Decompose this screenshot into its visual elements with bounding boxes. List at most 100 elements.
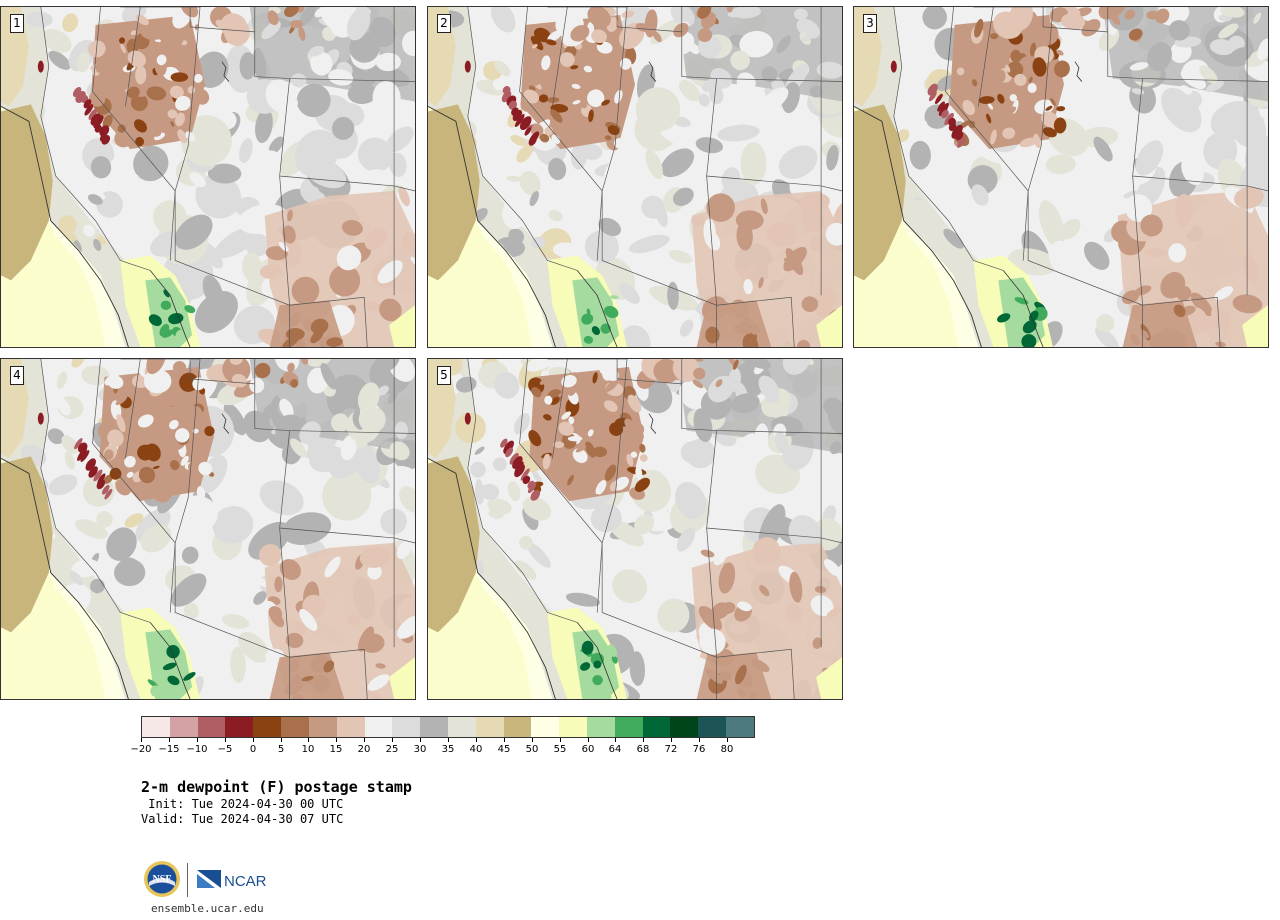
- great-basin-cell: [550, 109, 563, 123]
- sierra-dry-cell: [944, 112, 954, 126]
- north-cell: [331, 413, 350, 433]
- dewpoint-cell: [281, 512, 332, 546]
- texas-cell: [282, 336, 299, 347]
- gulf-green-cell: [183, 672, 196, 681]
- north-cell: [823, 397, 842, 417]
- great-basin-cell: [1026, 98, 1036, 109]
- sierra-dry-cell: [528, 136, 537, 146]
- texas-cell: [743, 317, 755, 328]
- southwest-cell: [801, 296, 819, 313]
- north-cell: [320, 363, 337, 390]
- great-basin-cell: [198, 461, 213, 476]
- southwest-cell: [1168, 243, 1187, 263]
- great-basin-cell: [169, 443, 185, 452]
- coast-cell: [58, 215, 77, 235]
- great-basin-cell: [634, 477, 651, 492]
- state-border: [289, 296, 368, 347]
- great-basin-cell: [592, 372, 598, 384]
- southwest-cell: [799, 192, 830, 212]
- southwest-cell: [347, 614, 361, 626]
- colorbar-swatch: [225, 717, 254, 737]
- state-border: [616, 359, 682, 385]
- great-basin-cell: [575, 445, 587, 453]
- colorbar-tick-label: 20: [357, 744, 371, 755]
- texas-cell: [1149, 333, 1169, 347]
- great-basin-cell: [95, 61, 107, 73]
- coast-cell: [71, 359, 85, 368]
- coast-cell: [494, 372, 520, 399]
- coast-cell: [62, 13, 79, 33]
- dewpoint-cell: [1123, 190, 1139, 199]
- state-border: [616, 7, 682, 33]
- southwest-cell: [700, 549, 715, 558]
- coast-cell: [25, 11, 53, 28]
- north-dry-cell: [249, 377, 265, 394]
- sierra-dry-cell: [519, 116, 532, 131]
- dewpoint-cell: [268, 136, 284, 154]
- dewpoint-map-3: [854, 7, 1268, 347]
- coast-cell: [552, 242, 580, 258]
- colorbar-tick: [448, 738, 449, 742]
- great-basin-cell: [1054, 60, 1070, 78]
- sierra-dry-cell: [500, 438, 508, 448]
- gulf-coastline: [149, 622, 191, 699]
- state-border: [601, 7, 628, 192]
- state-border: [279, 78, 415, 192]
- dewpoint-cell: [660, 148, 695, 178]
- north-cell: [290, 73, 307, 88]
- coast-cell: [115, 216, 133, 228]
- north-cell: [346, 7, 371, 41]
- state-border: [1027, 190, 1143, 347]
- dewpoint-cell: [153, 200, 187, 234]
- north-cell: [801, 32, 814, 43]
- gulf-green-cell: [591, 326, 601, 336]
- dewpoint-cell: [1230, 108, 1267, 148]
- north-cell: [1220, 7, 1245, 18]
- southwest-cell: [259, 264, 283, 279]
- rockies-dry-cell: [289, 20, 304, 29]
- coast-cell: [971, 184, 989, 206]
- gulf-green-cell: [1021, 334, 1037, 347]
- dewpoint-cell: [194, 291, 238, 333]
- rockies-dry-cell: [732, 359, 739, 370]
- rockies-dry-cell: [695, 359, 704, 362]
- rockies-dry-cell: [692, 379, 704, 389]
- dewpoint-cell: [628, 234, 670, 254]
- coast-cell: [93, 238, 102, 251]
- dewpoint-cell: [259, 480, 304, 516]
- great-basin-cell: [1053, 117, 1067, 134]
- north-dry-cell: [192, 377, 205, 391]
- colorbar: [141, 716, 755, 738]
- dewpoint-cell: [189, 172, 206, 188]
- dewpoint-cell: [778, 145, 818, 179]
- great-basin-cell: [974, 18, 984, 38]
- coast-cell: [922, 7, 947, 30]
- ncar-logo-text: NCAR: [224, 873, 267, 890]
- state-border: [893, 7, 1004, 271]
- great-basin-cell: [114, 129, 134, 148]
- state-border: [289, 648, 368, 699]
- great-basin-cell: [990, 129, 997, 145]
- north-cell: [774, 432, 789, 453]
- great-basin-cell: [603, 400, 618, 412]
- dewpoint-map-2: [428, 7, 842, 347]
- texas-cell: [284, 680, 303, 696]
- north-cell: [279, 398, 294, 419]
- gulf-green-cell: [163, 289, 170, 298]
- north-cell: [1168, 20, 1190, 41]
- southwest-cell: [766, 221, 797, 248]
- southwest-cell: [396, 540, 412, 560]
- sierra-dry-cell: [957, 136, 966, 148]
- coast-cell: [74, 7, 91, 21]
- state-border: [174, 7, 201, 192]
- coastline: [428, 458, 556, 699]
- coast-cell: [117, 557, 141, 581]
- sierra-dry-cell: [937, 101, 945, 112]
- coast-cell: [81, 365, 110, 386]
- gulf-coast-moist: [1242, 305, 1268, 347]
- rockies-dry-cell: [267, 10, 279, 26]
- north-cell: [810, 85, 823, 98]
- great-basin-cell: [627, 394, 642, 413]
- dewpoint-cell: [181, 546, 199, 564]
- state-border: [945, 7, 1029, 261]
